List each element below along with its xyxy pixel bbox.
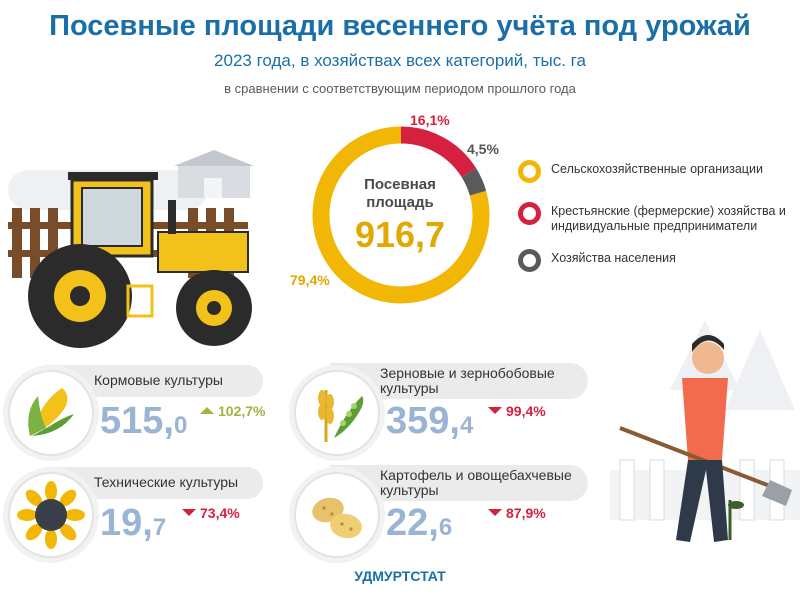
page-subtitle: 2023 года, в хозяйствах всех категорий, … (214, 51, 586, 70)
page-title: Посевные площади весеннего учёта под уро… (49, 10, 751, 42)
category-value: 359,4 (386, 400, 474, 442)
sunflower-icon (17, 481, 85, 549)
footer-organization: УДМУРТСТАТ (354, 568, 446, 584)
tractor-illustration (8, 150, 254, 348)
category-name: Технические культуры (94, 474, 239, 490)
legend-label: Хозяйства населения (551, 251, 676, 265)
category-change: 102,7% (200, 403, 265, 419)
wheat-peas-icon (318, 390, 364, 442)
category-name: Кормовые культуры (94, 372, 223, 388)
potato-icon (312, 497, 362, 539)
legend-label: Сельскохозяйственные организации (551, 162, 763, 176)
legend-ring-icon (518, 202, 541, 225)
donut-slice-agri-orgs (312, 126, 490, 304)
arrow-up-icon (200, 407, 214, 414)
legend-label: Крестьянские (фермерские) хозяйства и ин… (551, 204, 786, 233)
category-name: Зерновые и зернобобовые культуры (380, 365, 555, 396)
category-change: 87,9% (488, 505, 546, 521)
category-icon-circle (294, 370, 380, 456)
category-change: 99,4% (488, 403, 546, 419)
gardener-illustration (610, 320, 800, 542)
category-value: 515,0 (100, 400, 188, 442)
arrow-down-icon (488, 509, 502, 516)
corn-icon (28, 388, 74, 436)
slice-label-agri-orgs: 79,4% (290, 272, 330, 288)
donut-slice-farmers (400, 126, 477, 178)
comparison-note: в сравнении с соответствующим периодом п… (224, 81, 576, 96)
category-change: 73,4% (182, 505, 240, 521)
slice-label-farmers: 16,1% (410, 112, 450, 128)
donut-center-label: Посевная площадь (364, 176, 436, 211)
donut-center-value: 916,7 (354, 214, 446, 255)
category-name: Картофель и овощебахчевые культуры (380, 467, 572, 498)
category-value: 22,6 (386, 502, 453, 544)
slice-label-households: 4,5% (467, 141, 499, 157)
category-icon-circle (294, 472, 380, 558)
donut-chart (312, 126, 490, 304)
barn-icon (174, 150, 254, 198)
category-icon-circle (8, 472, 94, 558)
category-icon-circle (8, 370, 94, 456)
arrow-down-icon (488, 407, 502, 414)
legend-ring-icon (518, 160, 541, 183)
arrow-down-icon (182, 509, 196, 516)
donut-slice-households (461, 168, 487, 196)
category-value: 19,7 (100, 502, 167, 544)
legend-ring-icon (518, 249, 541, 272)
